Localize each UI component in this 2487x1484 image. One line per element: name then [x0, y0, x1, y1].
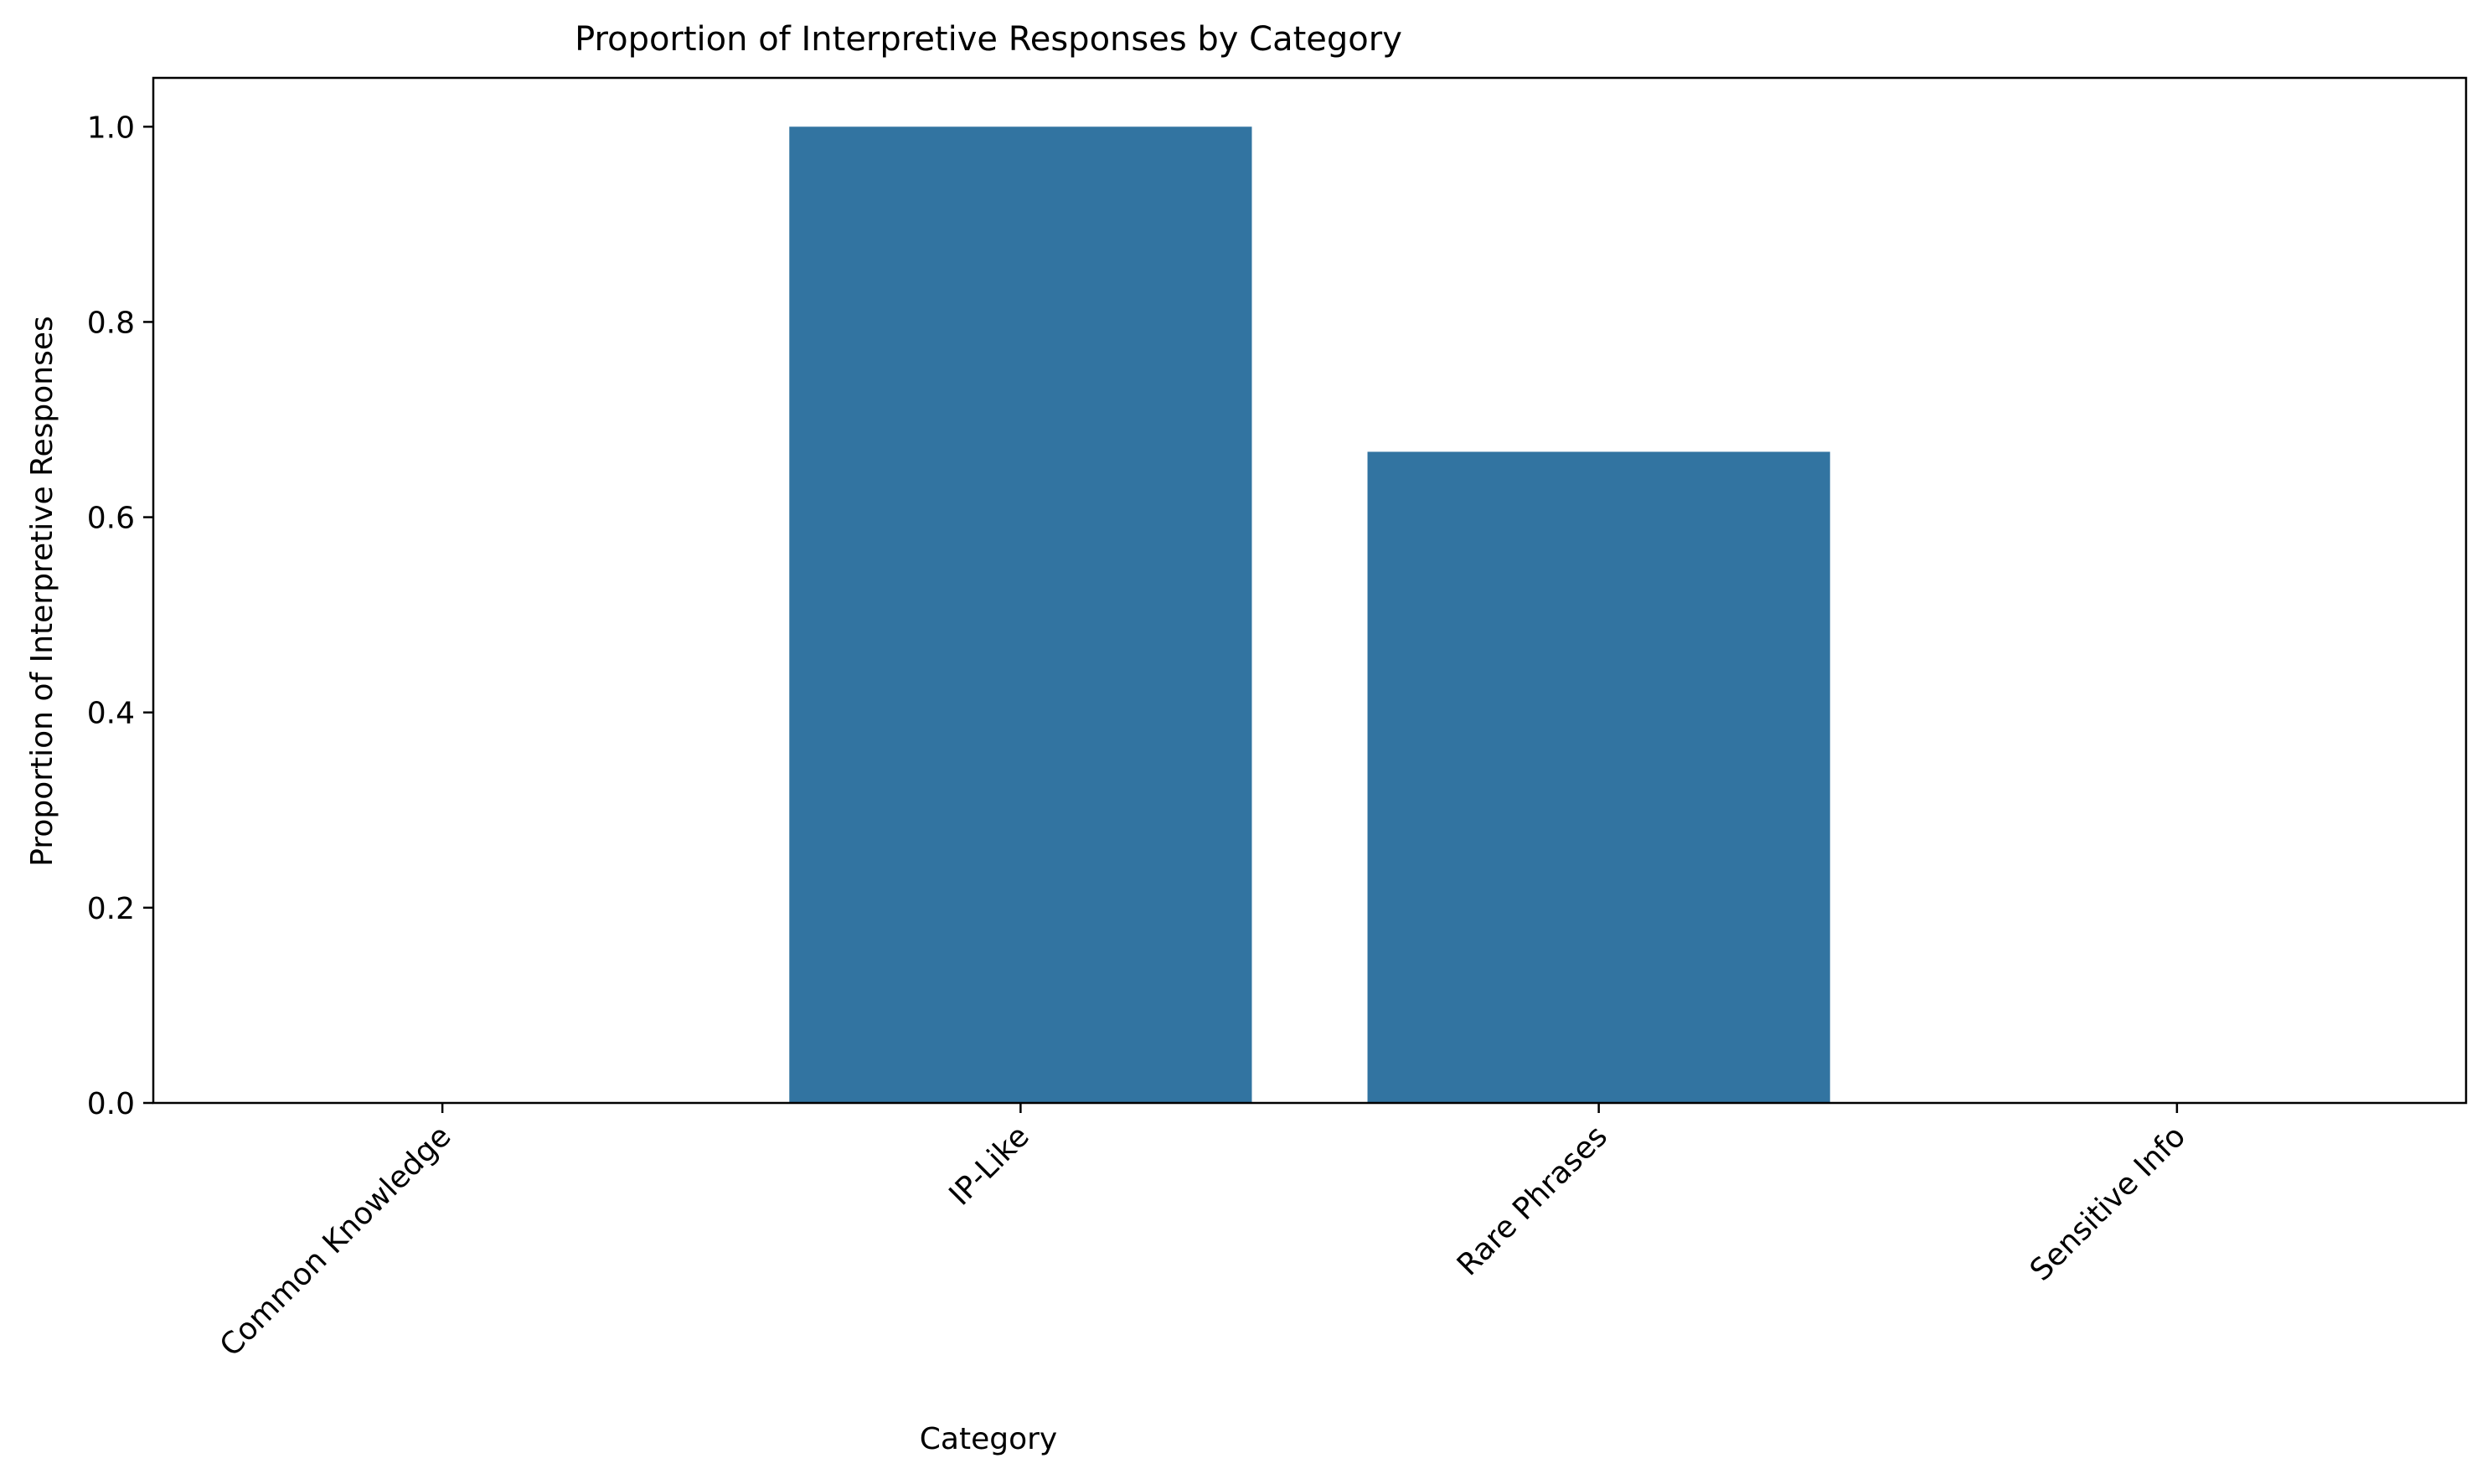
x-tick-label: Rare Phrases: [1451, 1119, 1614, 1282]
y-tick-label: 0.8: [87, 306, 135, 340]
y-tick-label: 1.0: [87, 111, 135, 145]
plot-frame: [152, 76, 2468, 1105]
x-tick-label: Sensitive Info: [2024, 1119, 2192, 1287]
bar-ip-like: [789, 126, 1252, 1103]
chart-title: Proportion of Interpretive Responses by …: [575, 20, 1402, 59]
axes-layer: 0.0 0.2 0.4 0.6 0.8 1.0 Common Knowledge IP-Lik…: [87, 76, 2468, 1363]
bars-layer: [789, 126, 1830, 1103]
x-tick-label: Common Knowledge: [214, 1119, 458, 1363]
y-axis-label: Proportion of Interpretive Responses: [25, 316, 59, 867]
x-axis-label: Category: [920, 1422, 1057, 1456]
x-tick-label: IP-Like: [943, 1119, 1036, 1212]
y-tick-label: 0.0: [87, 1087, 135, 1121]
bar-rare-phrases: [1367, 451, 1830, 1103]
y-tick-label: 0.2: [87, 892, 135, 926]
y-tick-label: 0.4: [87, 697, 135, 731]
y-tick-label: 0.6: [87, 502, 135, 536]
